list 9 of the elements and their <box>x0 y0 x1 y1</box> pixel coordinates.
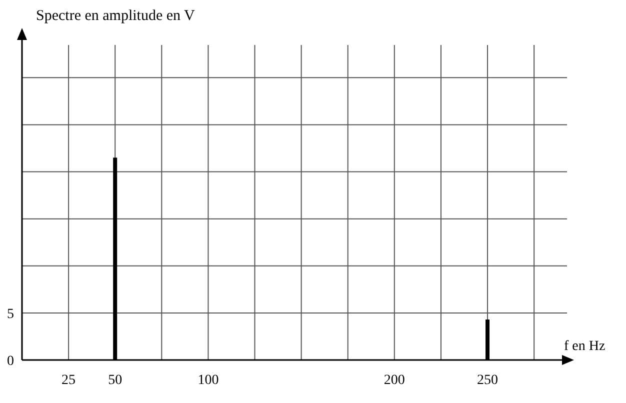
x-tick-label: 50 <box>108 373 122 388</box>
y-tick-label: 5 <box>7 306 14 322</box>
x-tick-label: 100 <box>198 373 219 388</box>
x-tick-label: 250 <box>477 373 498 388</box>
x-axis-title: f en Hz <box>564 339 606 354</box>
x-tick-label: 200 <box>384 373 405 388</box>
y-tick-label: 0 <box>7 354 14 369</box>
y-axis-title: Spectre en amplitude en V <box>36 8 196 24</box>
x-tick-label: 25 <box>62 373 76 388</box>
